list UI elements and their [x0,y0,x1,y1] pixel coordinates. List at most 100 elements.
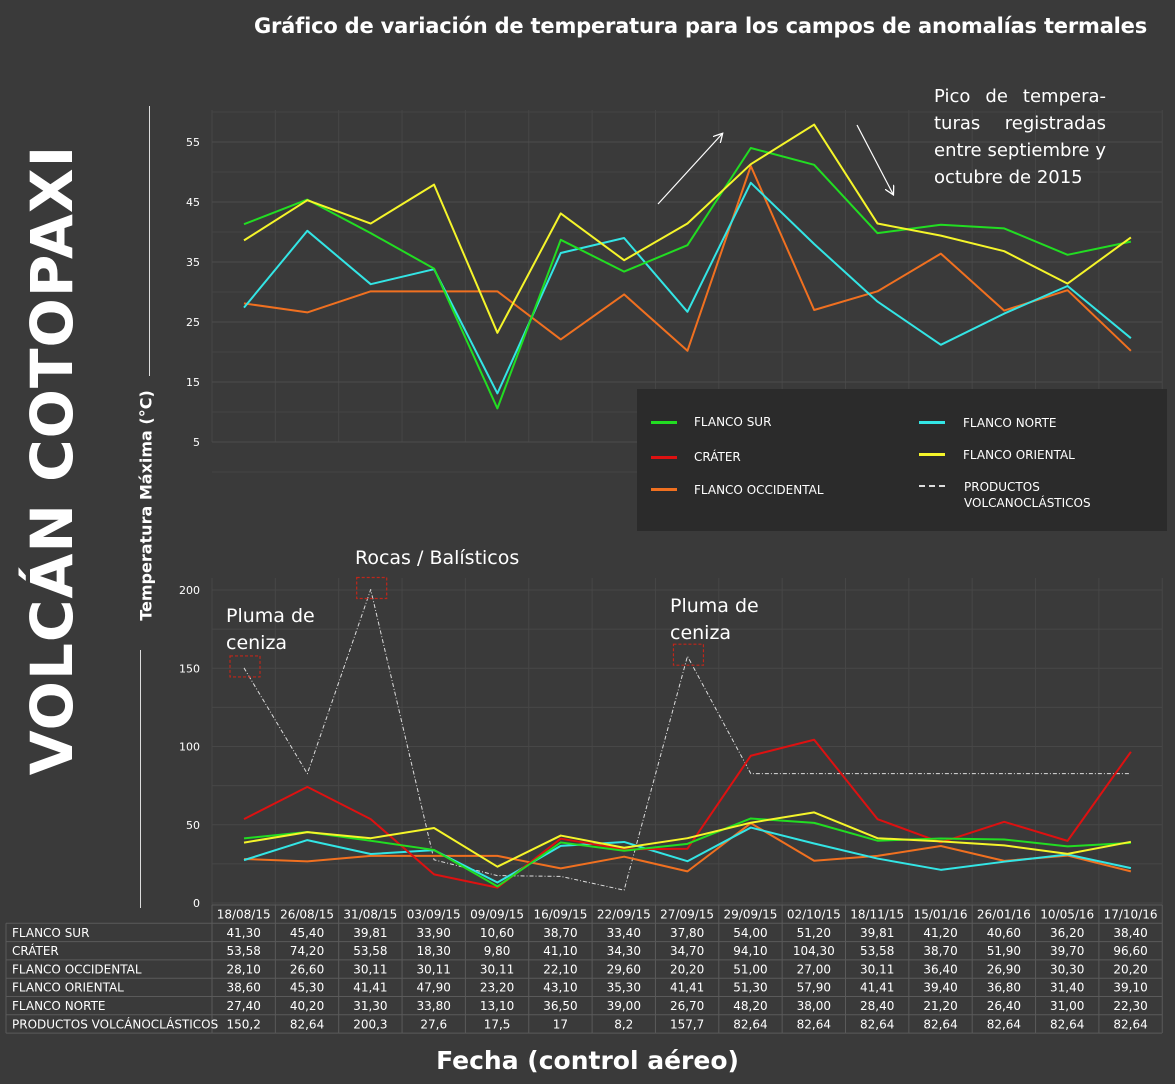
table-cell: 74,20 [290,944,324,958]
x-tick-label: 18/08/15 [217,908,271,922]
table-cell: 104,30 [793,944,835,958]
table-cell: 31,30 [353,999,387,1013]
table-cell: 40,60 [987,926,1021,940]
table-cell: 27,6 [420,1017,447,1031]
separator-line-bottom [140,650,141,908]
table-cell: 8,2 [614,1017,633,1031]
y-tick-top: 5 [193,436,200,449]
table-row-label: FLANCO ORIENTAL [12,981,124,995]
table-cell: 48,20 [733,999,767,1013]
legend-swatch-flanco-norte [919,421,945,424]
table-cell: 43,10 [543,981,577,995]
table-cell: 28,40 [860,999,894,1013]
table-cell: 96,60 [1113,944,1147,958]
table-cell: 17,5 [484,1017,511,1031]
table-cell: 30,11 [417,962,451,976]
y-tick-bottom: 200 [179,584,200,597]
table-cell: 26,90 [987,962,1021,976]
y-tick-top: 15 [186,376,200,389]
series-line-top-flanco-sur [243,147,1132,410]
x-tick-label: 22/09/15 [597,908,651,922]
x-tick-label: 17/10/16 [1104,908,1158,922]
table-cell: 18,30 [417,944,451,958]
legend-swatch-productos [919,485,945,487]
table-cell: 22,30 [1113,999,1147,1013]
y-tick-top: 35 [186,256,200,269]
legend-label-productos: PRODUCTOS VOLCANOCLÁSTICOS [964,480,1091,510]
series-line-top-flanco-oriental [243,123,1132,334]
table-cell: 13,10 [480,999,514,1013]
annotation-pluma-2: Pluma de ceniza [670,595,759,644]
table-cell: 21,20 [923,999,957,1013]
table-cell: 39,81 [353,926,387,940]
table-cell: 28,10 [226,962,260,976]
x-tick-label: 29/09/15 [724,908,778,922]
y-tick-bottom: 150 [179,662,200,675]
table-row-label: FLANCO NORTE [12,999,106,1013]
table-cell: 82,64 [987,1017,1021,1031]
table-cell: 26,70 [670,999,704,1013]
arrow-up-icon [657,134,722,205]
table-cell: 34,70 [670,944,704,958]
table-cell: 82,64 [1113,1017,1147,1031]
table-cell: 39,70 [1050,944,1084,958]
table-cell: 27,00 [797,962,831,976]
table-cell: 22,10 [543,962,577,976]
table-row-label: CRÁTER [12,943,59,958]
y-tick-top: 45 [186,196,200,209]
table-cell: 31,40 [1050,981,1084,995]
series-line-bottom-flanco-oriental [243,811,1132,868]
y-tick-bottom: 50 [186,819,200,832]
table-row-label: FLANCO SUR [12,926,89,940]
x-tick-label: 09/09/15 [470,908,524,922]
legend-label-flanco-oriental: FLANCO ORIENTAL [963,448,1075,462]
table-cell: 41,10 [543,944,577,958]
table-cell: 41,41 [670,981,704,995]
y-tick-top: 25 [186,316,200,329]
table-cell: 82,64 [923,1017,957,1031]
table-cell: 57,90 [797,981,831,995]
table-cell: 45,30 [290,981,324,995]
x-tick-label: 02/10/15 [787,908,841,922]
x-tick-label: 27/09/15 [660,908,714,922]
x-tick-label: 15/01/16 [914,908,968,922]
series-line-bottom-crater [243,738,1132,889]
legend-swatch-flanco-sur [651,421,677,424]
table-cell: 40,20 [290,999,324,1013]
table-cell: 36,50 [543,999,577,1013]
table-cell: 41,41 [353,981,387,995]
x-axis-title: Fecha (control aéreo) [436,1046,739,1075]
table-cell: 33,80 [417,999,451,1013]
table-cell: 33,40 [607,926,641,940]
x-tick-label: 31/08/15 [343,908,397,922]
table-cell: 38,00 [797,999,831,1013]
legend-swatch-flanco-occidental [651,488,677,491]
legend-label-flanco-sur: FLANCO SUR [694,415,772,429]
table-cell: 51,00 [733,962,767,976]
series-lines [243,123,1132,891]
table-row-label: PRODUCTOS VOLCÁNOCLÁSTICOS [12,1016,218,1031]
y-tick-bottom: 100 [179,741,200,754]
separator-line-top [149,106,150,376]
table-cell: 82,64 [1050,1017,1084,1031]
table-cell: 30,11 [860,962,894,976]
table-cell: 37,80 [670,926,704,940]
annotation-box [229,655,261,678]
table-cell: 34,30 [607,944,641,958]
annotation-box [356,576,388,600]
arrow-down-icon [856,124,893,194]
annotation-box [672,643,705,666]
table-cell: 38,70 [543,926,577,940]
table-cell: 39,10 [1113,981,1147,995]
table-cell: 39,81 [860,926,894,940]
legend-label-flanco-norte: FLANCO NORTE [963,416,1057,430]
peak-note: Pico de tempera-turas registradas entre … [934,86,1106,188]
legend: FLANCO SUR CRÁTER FLANCO OCCIDENTAL FLAN… [637,389,1167,531]
x-tick-label: 18/11/15 [850,908,904,922]
table-cell: 30,30 [1050,962,1084,976]
table-cell: 26,40 [987,999,1021,1013]
table-cell: 82,64 [733,1017,767,1031]
table-cell: 82,64 [797,1017,831,1031]
series-line-top-flanco-occidental [243,165,1132,352]
